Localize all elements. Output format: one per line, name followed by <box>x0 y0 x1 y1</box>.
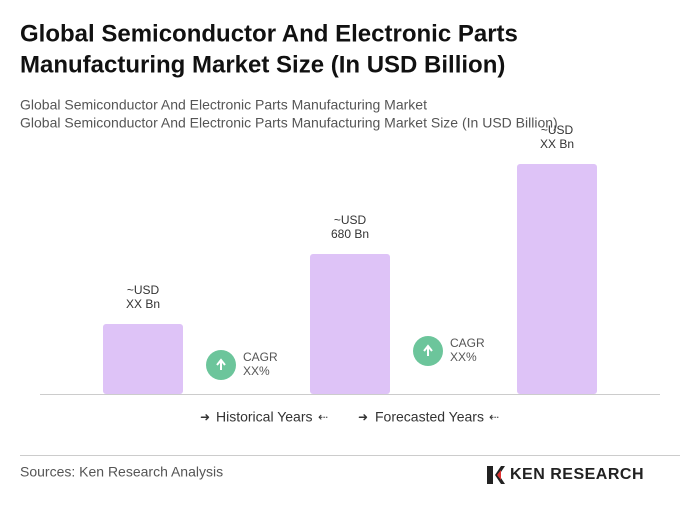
logo-text: KEN RESEARCH <box>510 466 644 483</box>
legend-arrow: ➜ <box>358 410 368 424</box>
cagr-label: CAGR <box>450 336 485 350</box>
logo: KEN RESEARCH <box>487 466 644 484</box>
legend-label: Historical Years <box>216 409 313 425</box>
cagr-label: CAGR <box>243 350 278 364</box>
value-label: XX Bn <box>540 137 574 151</box>
logo-icon <box>497 470 501 480</box>
legend: ➜ Historical Years ⇠ ➜ Forecasted Years … <box>200 409 499 425</box>
chart-title: Manufacturing Market Size (In USD Billio… <box>20 51 505 78</box>
bar <box>517 164 597 394</box>
cagr-label: XX% <box>243 364 270 378</box>
value-label: ~USD <box>127 283 160 297</box>
cagr-arrow <box>423 344 433 356</box>
legend-arrow: ⇠ <box>318 410 328 424</box>
chart-title: Global Semiconductor And Electronic Part… <box>20 20 518 47</box>
value-label: XX Bn <box>126 297 160 311</box>
bar <box>310 253 390 394</box>
legend-label: Forecasted Years <box>375 409 484 425</box>
legend-arrow: ➜ <box>200 410 210 424</box>
value-label: ~USD <box>334 213 367 227</box>
bar <box>103 323 183 394</box>
subtitle: Global Semiconductor And Electronic Part… <box>20 115 558 131</box>
value-label: ~USD <box>541 123 574 137</box>
subtitle: Global Semiconductor And Electronic Part… <box>20 97 427 113</box>
cagr-arrow <box>216 358 226 370</box>
source: Sources: Ken Research Analysis <box>20 464 223 480</box>
logo-icon <box>487 466 505 484</box>
cagr-label: XX% <box>450 350 477 364</box>
legend-arrow: ⇠ <box>489 410 499 424</box>
value-label: 680 Bn <box>331 227 369 241</box>
